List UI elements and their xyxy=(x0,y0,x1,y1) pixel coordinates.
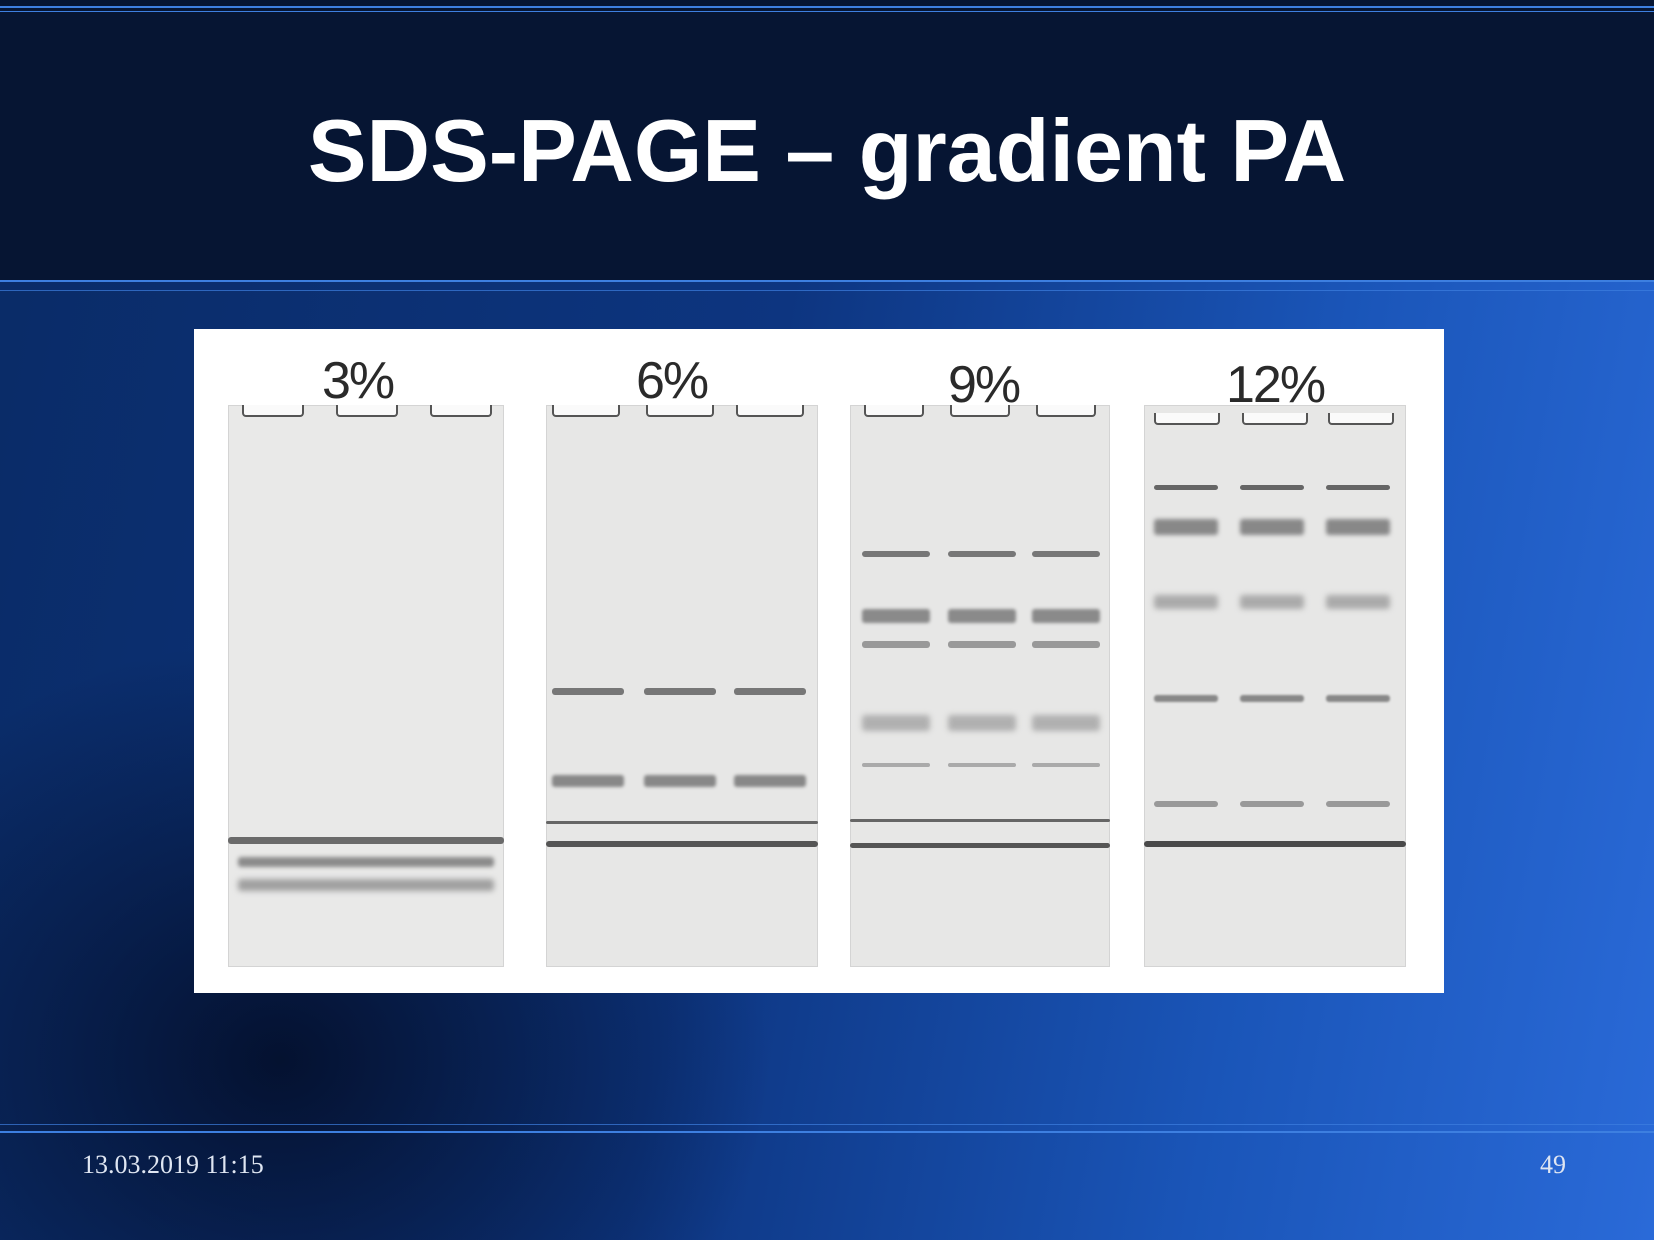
gel-band xyxy=(948,641,1016,648)
gel-band xyxy=(1326,695,1390,702)
header-rule xyxy=(0,280,1654,282)
gel-band xyxy=(1240,695,1304,702)
gel-figure: 3% 6% 9% 12% xyxy=(194,329,1444,993)
gel-label-12: 12% xyxy=(1226,356,1326,414)
gel-band xyxy=(1154,695,1218,702)
gel-band xyxy=(850,819,1110,822)
gel-band xyxy=(1154,485,1218,490)
gel-well xyxy=(950,405,1010,417)
gel-band xyxy=(1144,841,1406,847)
gel-band xyxy=(1240,519,1304,535)
gel-well xyxy=(1154,413,1220,425)
gel-6-percent xyxy=(546,405,818,967)
gel-band xyxy=(228,837,504,844)
gel-band xyxy=(546,821,818,824)
gel-band xyxy=(862,551,930,557)
gel-band xyxy=(546,841,818,847)
gel-band xyxy=(1240,801,1304,807)
gel-band xyxy=(948,715,1016,731)
gel-well xyxy=(864,405,924,417)
gel-well xyxy=(552,405,620,417)
gel-band xyxy=(238,857,494,867)
gel-band xyxy=(1032,763,1100,767)
gel-band xyxy=(1326,519,1390,535)
gel-band xyxy=(1032,715,1100,731)
gel-band xyxy=(948,763,1016,767)
gel-well xyxy=(736,405,804,417)
gel-well xyxy=(646,405,714,417)
gel-band xyxy=(1154,519,1218,535)
gel-band xyxy=(1032,551,1100,557)
gel-band xyxy=(862,609,930,623)
gel-band xyxy=(1154,801,1218,807)
gel-band xyxy=(1154,595,1218,609)
gel-band xyxy=(1032,609,1100,623)
gel-band xyxy=(1326,595,1390,609)
gel-12-percent xyxy=(1144,405,1406,967)
gel-band xyxy=(1032,641,1100,648)
gel-well xyxy=(336,405,398,417)
gel-band xyxy=(862,763,930,767)
gel-well xyxy=(242,405,304,417)
gel-band xyxy=(238,879,494,891)
gel-band xyxy=(850,843,1110,848)
gel-3-percent xyxy=(228,405,504,967)
gel-band xyxy=(552,775,624,787)
gel-band xyxy=(862,641,930,648)
gel-label-9: 9% xyxy=(948,356,1021,414)
gel-band xyxy=(1240,485,1304,490)
slide-header xyxy=(0,0,1654,282)
gel-well xyxy=(430,405,492,417)
gel-band xyxy=(948,609,1016,623)
gel-band xyxy=(644,775,716,787)
gel-well xyxy=(1036,405,1096,417)
gel-band xyxy=(1326,801,1390,807)
top-rule xyxy=(0,6,1654,8)
gel-band xyxy=(1240,595,1304,609)
gel-band xyxy=(734,775,806,787)
gel-band xyxy=(734,688,806,695)
gel-band xyxy=(862,715,930,731)
top-rule-thin xyxy=(0,11,1654,12)
gel-band xyxy=(1326,485,1390,490)
header-rule-thin xyxy=(0,290,1654,291)
slide-page-number: 49 xyxy=(1540,1150,1566,1179)
slide-title: SDS-PAGE – gradient PA xyxy=(307,101,1347,200)
gel-band xyxy=(948,551,1016,557)
gel-9-percent xyxy=(850,405,1110,967)
gel-label-6: 6% xyxy=(636,352,709,410)
slide-date: 13.03.2019 11:15 xyxy=(82,1150,264,1179)
gel-well xyxy=(1328,413,1394,425)
gel-well xyxy=(1242,413,1308,425)
gel-label-3: 3% xyxy=(322,352,395,410)
gel-band xyxy=(644,688,716,695)
gel-band xyxy=(552,688,624,695)
footer-rule-thin xyxy=(0,1124,1654,1125)
footer-rule xyxy=(0,1131,1654,1133)
